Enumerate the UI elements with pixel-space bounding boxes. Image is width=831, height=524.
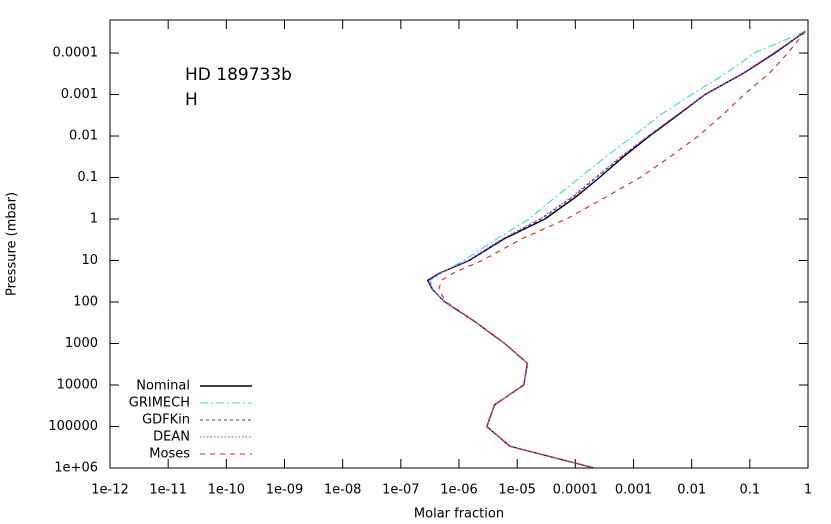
- x-axis-label: Molar fraction: [414, 507, 504, 522]
- x-tick-label: 1e-09: [266, 483, 304, 498]
- x-tick-label: 1e-06: [440, 483, 478, 498]
- annotation: H: [185, 90, 198, 110]
- x-tick-label: 0.0001: [553, 483, 599, 498]
- series-line: [427, 30, 806, 469]
- x-tick-label: 0.01: [677, 483, 706, 498]
- y-tick-label: 1: [90, 212, 98, 227]
- series-line: [438, 30, 806, 469]
- y-tick-label: 10: [81, 253, 98, 268]
- x-tick-label: 1e-11: [149, 483, 187, 498]
- legend-label: Moses: [149, 447, 190, 462]
- y-tick-label: 0.001: [61, 87, 98, 102]
- annotation: HD 189733b: [185, 65, 292, 85]
- y-axis-label: Pressure (mbar): [5, 192, 20, 296]
- y-tick-label: 1000: [65, 336, 98, 351]
- y-tick-label: 0.01: [69, 129, 98, 144]
- legend-label: GRIMECH: [129, 396, 190, 411]
- x-tick-label: 1e-08: [324, 483, 362, 498]
- x-tick-label: 0.001: [615, 483, 652, 498]
- legend-label: DEAN: [153, 430, 190, 445]
- y-tick-label: 0.1: [77, 170, 98, 185]
- x-tick-label: 1e-07: [382, 483, 420, 498]
- x-tick-label: 1e-12: [91, 483, 129, 498]
- x-tick-label: 1e-10: [208, 483, 246, 498]
- y-tick-label: 0.0001: [53, 46, 99, 61]
- y-tick-label: 100000: [48, 419, 98, 434]
- y-tick-label: 10000: [57, 378, 98, 393]
- series-line: [427, 30, 806, 469]
- series-line: [429, 30, 806, 469]
- legend-label: GDFKin: [142, 413, 190, 428]
- legend-label: Nominal: [136, 379, 190, 394]
- x-tick-label: 0.1: [739, 483, 760, 498]
- y-tick-label: 100: [73, 295, 98, 310]
- x-tick-label: 1e-05: [498, 483, 536, 498]
- x-tick-label: 1: [804, 483, 812, 498]
- y-tick-label: 1e+06: [54, 461, 98, 476]
